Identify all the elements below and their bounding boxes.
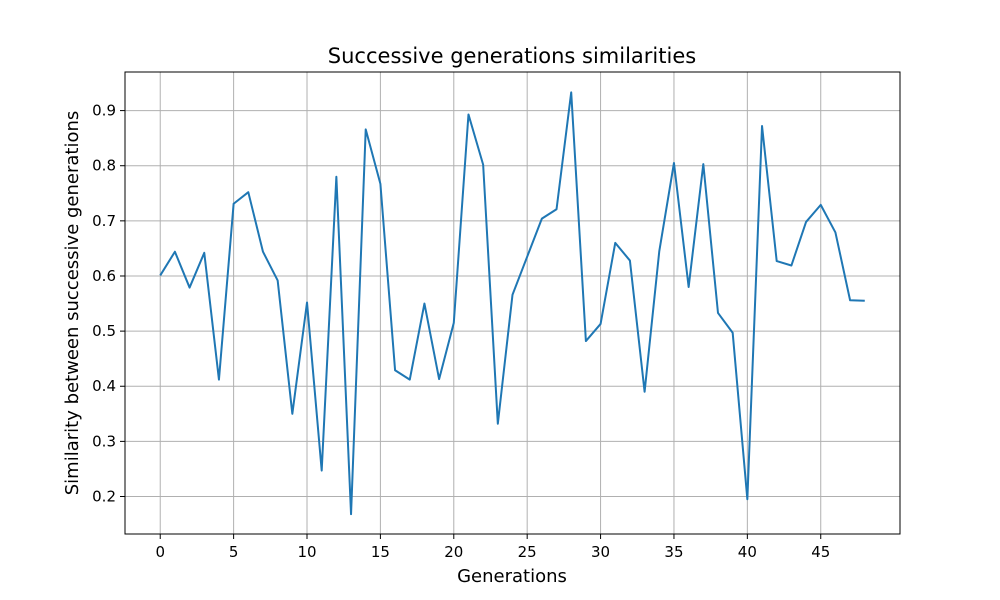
grid (125, 72, 900, 534)
x-tick-label: 45 (811, 543, 830, 561)
y-tick-label: 0.5 (92, 322, 116, 340)
y-tick-label: 0.7 (92, 212, 116, 230)
y-axis-label: Similarity between successive generation… (62, 111, 83, 496)
x-tick-label: 35 (664, 543, 683, 561)
x-axis: 0 5 10 15 20 25 30 35 40 45 (155, 534, 830, 561)
y-tick-label: 0.6 (92, 267, 116, 285)
plot-frame (124, 71, 901, 535)
y-axis: 0.2 0.3 0.4 0.5 0.6 0.7 0.8 0.9 (92, 102, 125, 506)
x-tick-label: 40 (738, 543, 757, 561)
y-tick-label: 0.9 (92, 102, 116, 120)
series-line (159, 91, 865, 516)
x-tick-label: 0 (155, 543, 165, 561)
y-tick-label: 0.3 (92, 432, 116, 450)
x-tick-label: 20 (444, 543, 463, 561)
y-tick-label: 0.2 (92, 488, 116, 506)
y-tick-label: 0.8 (92, 157, 116, 175)
x-axis-label: Generations (457, 566, 567, 587)
x-tick-label: 15 (371, 543, 390, 561)
x-tick-label: 5 (229, 543, 239, 561)
series-layer (159, 91, 865, 516)
chart-title: Successive generations similarities (328, 44, 696, 68)
y-tick-label: 0.4 (92, 377, 116, 395)
x-tick-label: 30 (591, 543, 610, 561)
x-tick-label: 25 (518, 543, 537, 561)
x-tick-label: 10 (297, 543, 316, 561)
